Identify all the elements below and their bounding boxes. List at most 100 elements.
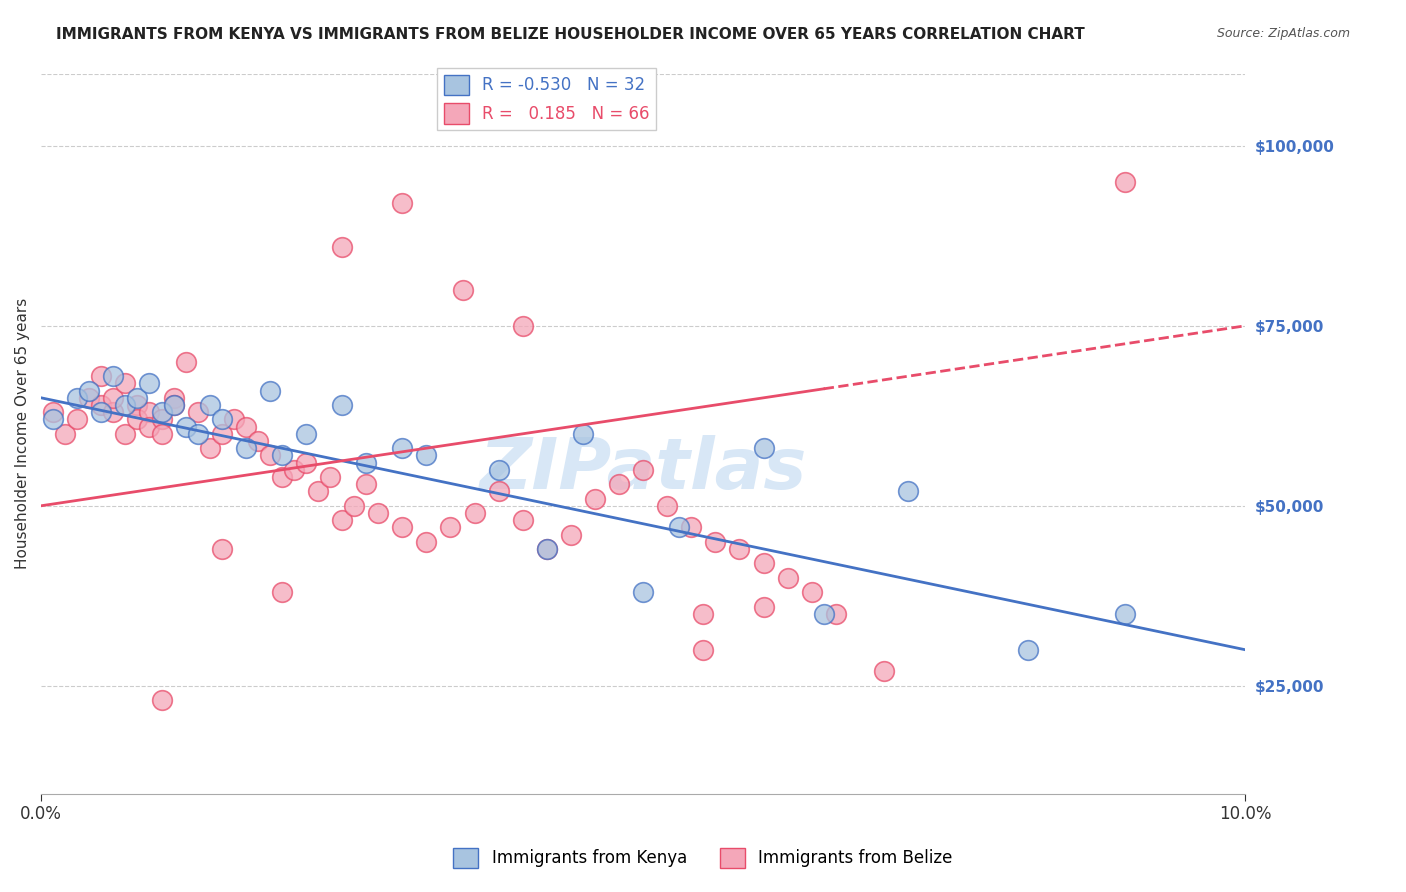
Point — [211, 541, 233, 556]
Point — [127, 398, 149, 412]
Point — [77, 384, 100, 398]
Point — [90, 398, 112, 412]
Y-axis label: Householder Income Over 65 years: Householder Income Over 65 years — [15, 298, 30, 569]
Point — [354, 477, 377, 491]
Point — [367, 506, 389, 520]
Point — [752, 557, 775, 571]
Point — [162, 398, 184, 412]
Point — [246, 434, 269, 448]
Point — [897, 484, 920, 499]
Point — [138, 376, 160, 391]
Point — [464, 506, 486, 520]
Point — [776, 571, 799, 585]
Point — [283, 463, 305, 477]
Point — [583, 491, 606, 506]
Point — [1114, 175, 1136, 189]
Point — [103, 369, 125, 384]
Point — [873, 665, 896, 679]
Point — [150, 693, 173, 707]
Text: IMMIGRANTS FROM KENYA VS IMMIGRANTS FROM BELIZE HOUSEHOLDER INCOME OVER 65 YEARS: IMMIGRANTS FROM KENYA VS IMMIGRANTS FROM… — [56, 27, 1085, 42]
Point — [488, 463, 510, 477]
Point — [42, 405, 65, 419]
Point — [127, 391, 149, 405]
Point — [150, 405, 173, 419]
Point — [259, 449, 281, 463]
Point — [211, 412, 233, 426]
Point — [354, 456, 377, 470]
Point — [752, 599, 775, 614]
Point — [536, 541, 558, 556]
Point — [512, 318, 534, 333]
Point — [77, 391, 100, 405]
Point — [692, 607, 714, 621]
Point — [391, 196, 413, 211]
Point — [704, 534, 727, 549]
Point — [222, 412, 245, 426]
Point — [681, 520, 703, 534]
Point — [174, 419, 197, 434]
Legend: R = -0.530   N = 32, R =   0.185   N = 66: R = -0.530 N = 32, R = 0.185 N = 66 — [437, 68, 657, 130]
Point — [415, 534, 437, 549]
Point — [1114, 607, 1136, 621]
Point — [488, 484, 510, 499]
Point — [631, 585, 654, 599]
Point — [174, 355, 197, 369]
Point — [512, 513, 534, 527]
Point — [330, 398, 353, 412]
Point — [235, 419, 257, 434]
Point — [114, 398, 136, 412]
Point — [657, 499, 679, 513]
Text: Source: ZipAtlas.com: Source: ZipAtlas.com — [1216, 27, 1350, 40]
Point — [824, 607, 846, 621]
Point — [271, 585, 294, 599]
Point — [162, 391, 184, 405]
Point — [451, 283, 474, 297]
Point — [295, 426, 318, 441]
Point — [728, 541, 751, 556]
Point — [391, 520, 413, 534]
Point — [103, 391, 125, 405]
Point — [560, 527, 582, 541]
Point — [90, 405, 112, 419]
Point — [391, 441, 413, 455]
Text: ZIPatlas: ZIPatlas — [479, 435, 807, 504]
Point — [198, 441, 221, 455]
Point — [162, 398, 184, 412]
Point — [114, 426, 136, 441]
Point — [42, 412, 65, 426]
Point — [813, 607, 835, 621]
Point — [187, 426, 209, 441]
Point — [150, 426, 173, 441]
Point — [259, 384, 281, 398]
Point — [1017, 642, 1039, 657]
Point — [90, 369, 112, 384]
Point — [211, 426, 233, 441]
Point — [235, 441, 257, 455]
Point — [138, 419, 160, 434]
Point — [271, 470, 294, 484]
Point — [271, 449, 294, 463]
Legend: Immigrants from Kenya, Immigrants from Belize: Immigrants from Kenya, Immigrants from B… — [447, 841, 959, 875]
Point — [536, 541, 558, 556]
Point — [343, 499, 366, 513]
Point — [330, 240, 353, 254]
Point — [330, 513, 353, 527]
Point — [66, 412, 89, 426]
Point — [66, 391, 89, 405]
Point — [439, 520, 461, 534]
Point — [319, 470, 342, 484]
Point — [187, 405, 209, 419]
Point — [307, 484, 329, 499]
Point — [692, 642, 714, 657]
Point — [295, 456, 318, 470]
Point — [198, 398, 221, 412]
Point — [668, 520, 690, 534]
Point — [631, 463, 654, 477]
Point — [138, 405, 160, 419]
Point — [752, 441, 775, 455]
Point — [572, 426, 595, 441]
Point — [103, 405, 125, 419]
Point — [53, 426, 76, 441]
Point — [127, 412, 149, 426]
Point — [800, 585, 823, 599]
